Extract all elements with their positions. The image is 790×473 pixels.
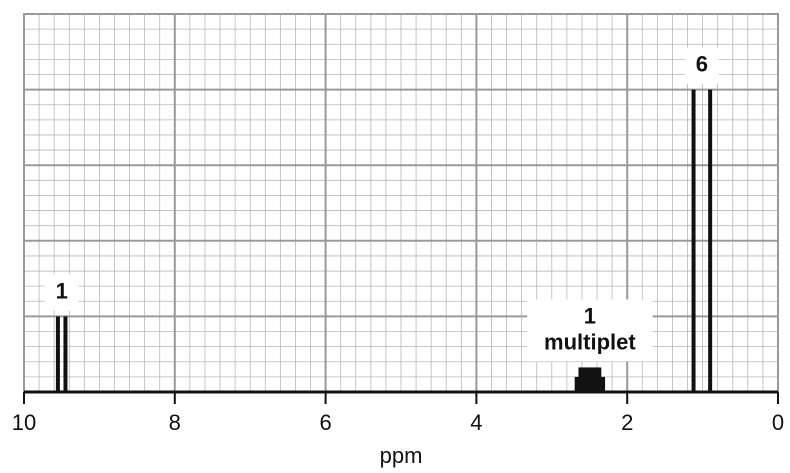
x-tick-label-3: 4: [470, 410, 482, 435]
peak-label-0-0: 1: [56, 278, 68, 303]
peak-label-background-1: [527, 299, 653, 362]
grid-layer: [23, 13, 779, 393]
peak-label-2-0: 6: [696, 52, 708, 77]
peak-label-1-1: multiplet: [544, 329, 636, 354]
x-axis-label: ppm: [380, 443, 423, 468]
peak-label-1-0: 1: [584, 303, 596, 328]
x-tick-label-5: 0: [772, 410, 784, 435]
x-tick-label-2: 6: [319, 410, 331, 435]
x-tick-label-0: 10: [12, 410, 36, 435]
axis-layer: 10 8 6 4 2 0 ppm: [12, 390, 784, 468]
peak-label-background-2: [685, 47, 719, 84]
peak-label-background-0: [44, 274, 79, 311]
x-tick-label-4: 2: [621, 410, 633, 435]
x-tick-label-1: 8: [169, 410, 181, 435]
peak-layer: [55, 89, 713, 392]
